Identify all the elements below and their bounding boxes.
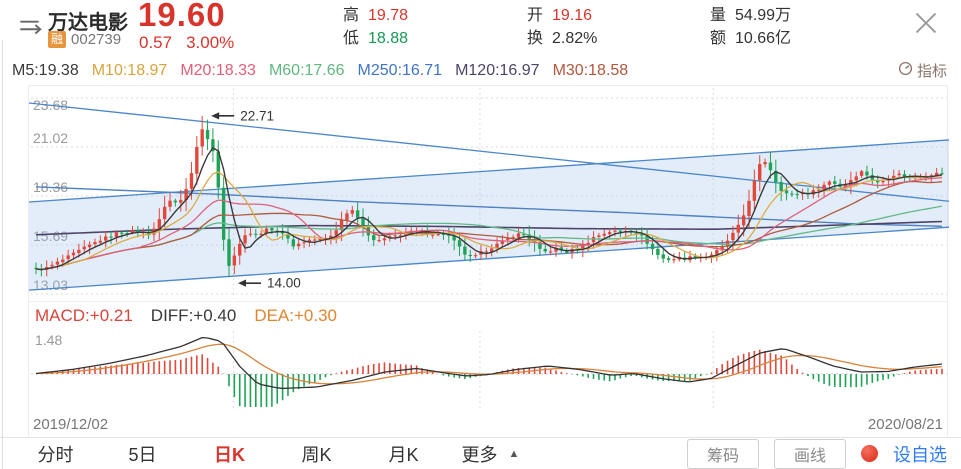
svg-text:21.02: 21.02 [33, 130, 68, 146]
svg-text:14.00: 14.00 [267, 276, 301, 291]
stat-col-high-low: 高 19.78 低 18.88 [343, 4, 408, 50]
svg-text:15.69: 15.69 [33, 228, 68, 244]
stat-label: 开 [527, 7, 544, 24]
stat-value: 10.66亿 [735, 30, 792, 47]
stock-name: 万达电影 [48, 12, 128, 34]
close-icon[interactable] [913, 10, 939, 36]
stat-row: 量 54.99万 [710, 4, 791, 27]
stat-value: 19.78 [368, 7, 409, 24]
stat-label: 量 [710, 7, 727, 24]
margin-badge: 融 [48, 31, 67, 48]
stat-row: 低 18.88 [343, 27, 408, 50]
tab-label: 分时 [37, 444, 74, 465]
change-percent: 3.00% [186, 33, 235, 52]
stat-row: 高 19.78 [343, 4, 408, 27]
stat-row: 额 10.66亿 [710, 27, 791, 50]
stat-value: 18.88 [368, 30, 409, 47]
ma-value-label: M60:17.66 [268, 61, 345, 79]
draw-line-button[interactable]: 画线 [774, 438, 846, 469]
macd-header: MACD:+0.21 DIFF:+0.40 DEA:+0.30 [29, 301, 947, 329]
stat-col-open-turnover: 开 19.16 换 2.82% [527, 4, 597, 50]
date-end: 2020/08/21 [867, 415, 943, 433]
last-price: 19.60 [138, 0, 226, 33]
tab-monthly-k[interactable]: 月K [360, 441, 447, 467]
header: 万达电影 融 002739 19.60 0.57 3.00% 高 19.78 低 18… [0, 0, 961, 56]
tab-label: 5日 [128, 444, 157, 465]
stat-value: 54.99万 [735, 7, 792, 24]
indicator-label: 指标 [916, 63, 947, 80]
tab-label: 日K [214, 444, 245, 465]
chips-button[interactable]: 筹码 [687, 438, 759, 469]
stat-value: 2.82% [552, 30, 598, 47]
ma-values: M5:19.38 M10:18.97 M20:18.33 M60:17.66 M250:… [12, 62, 641, 80]
macd-chart-svg[interactable]: 1.48 [29, 329, 949, 411]
tab-minute[interactable]: 分时 [12, 441, 99, 467]
price-change: 0.57 3.00% [139, 33, 234, 53]
change-amount: 0.57 [139, 33, 173, 52]
ma-value-label: M10:18.97 [91, 61, 168, 79]
add-watchlist-button[interactable]: 设自选 [893, 444, 947, 465]
tab-daily-k[interactable]: 日K [186, 441, 273, 467]
stat-value: 19.16 [552, 7, 593, 24]
date-start: 2019/12/02 [33, 415, 109, 433]
stock-code-row: 融 002739 [48, 31, 121, 48]
tab-label: 周K [301, 444, 332, 465]
indicator-button[interactable]: 指标 [898, 60, 947, 81]
gauge-icon [898, 61, 913, 80]
tabs: 分时 5日 日K 周K 月K 更多 ▲ [12, 441, 534, 467]
tab-five-day[interactable]: 5日 [99, 441, 186, 467]
stat-row: 开 19.16 [527, 4, 597, 27]
tab-label: 更多 [461, 444, 498, 465]
ma-indicator-bar: M5:19.38 M10:18.97 M20:18.33 M60:17.66 M250:… [0, 57, 961, 84]
tab-weekly-k[interactable]: 周K [273, 441, 360, 467]
caret-up-icon: ▲ [508, 447, 520, 460]
record-dot-icon[interactable] [861, 445, 878, 462]
macd-value-label: DEA:+0.30 [254, 305, 338, 325]
chart-actions: 设自选 筹码 画线 [687, 438, 961, 469]
ma-value-label: M5:19.38 [12, 61, 79, 79]
stat-label: 低 [343, 30, 360, 47]
ma-value-label: M20:18.33 [180, 61, 256, 79]
ma-value-label: M250:16.71 [357, 61, 443, 79]
macd-value-label: MACD:+0.21 [35, 305, 133, 325]
ma-value-label: M120:16.97 [455, 61, 540, 79]
stat-label: 换 [527, 30, 544, 47]
menu-icon[interactable] [16, 12, 44, 40]
ma-value-label: M30:18.58 [552, 61, 629, 79]
left-edge-divider [2, 40, 3, 469]
period-tabbar: 分时 5日 日K 周K 月K 更多 ▲ 设自选 筹码 画线 [0, 438, 961, 469]
stat-col-volume-amount: 量 54.99万额 10.66亿 [710, 4, 791, 50]
svg-text:1.48: 1.48 [35, 332, 62, 348]
stat-label: 额 [710, 30, 727, 47]
stat-label: 高 [343, 7, 360, 24]
macd-value-label: DIFF:+0.40 [150, 305, 237, 325]
stock-code: 002739 [71, 31, 122, 48]
stat-row: 换 2.82% [527, 27, 597, 50]
tab-label: 月K [388, 444, 419, 465]
tabbar-divider [0, 437, 961, 438]
date-axis: 2019/12/02 2020/08/21 [29, 411, 947, 437]
tab-more[interactable]: 更多 ▲ [447, 441, 534, 467]
svg-text:22.71: 22.71 [240, 108, 274, 123]
